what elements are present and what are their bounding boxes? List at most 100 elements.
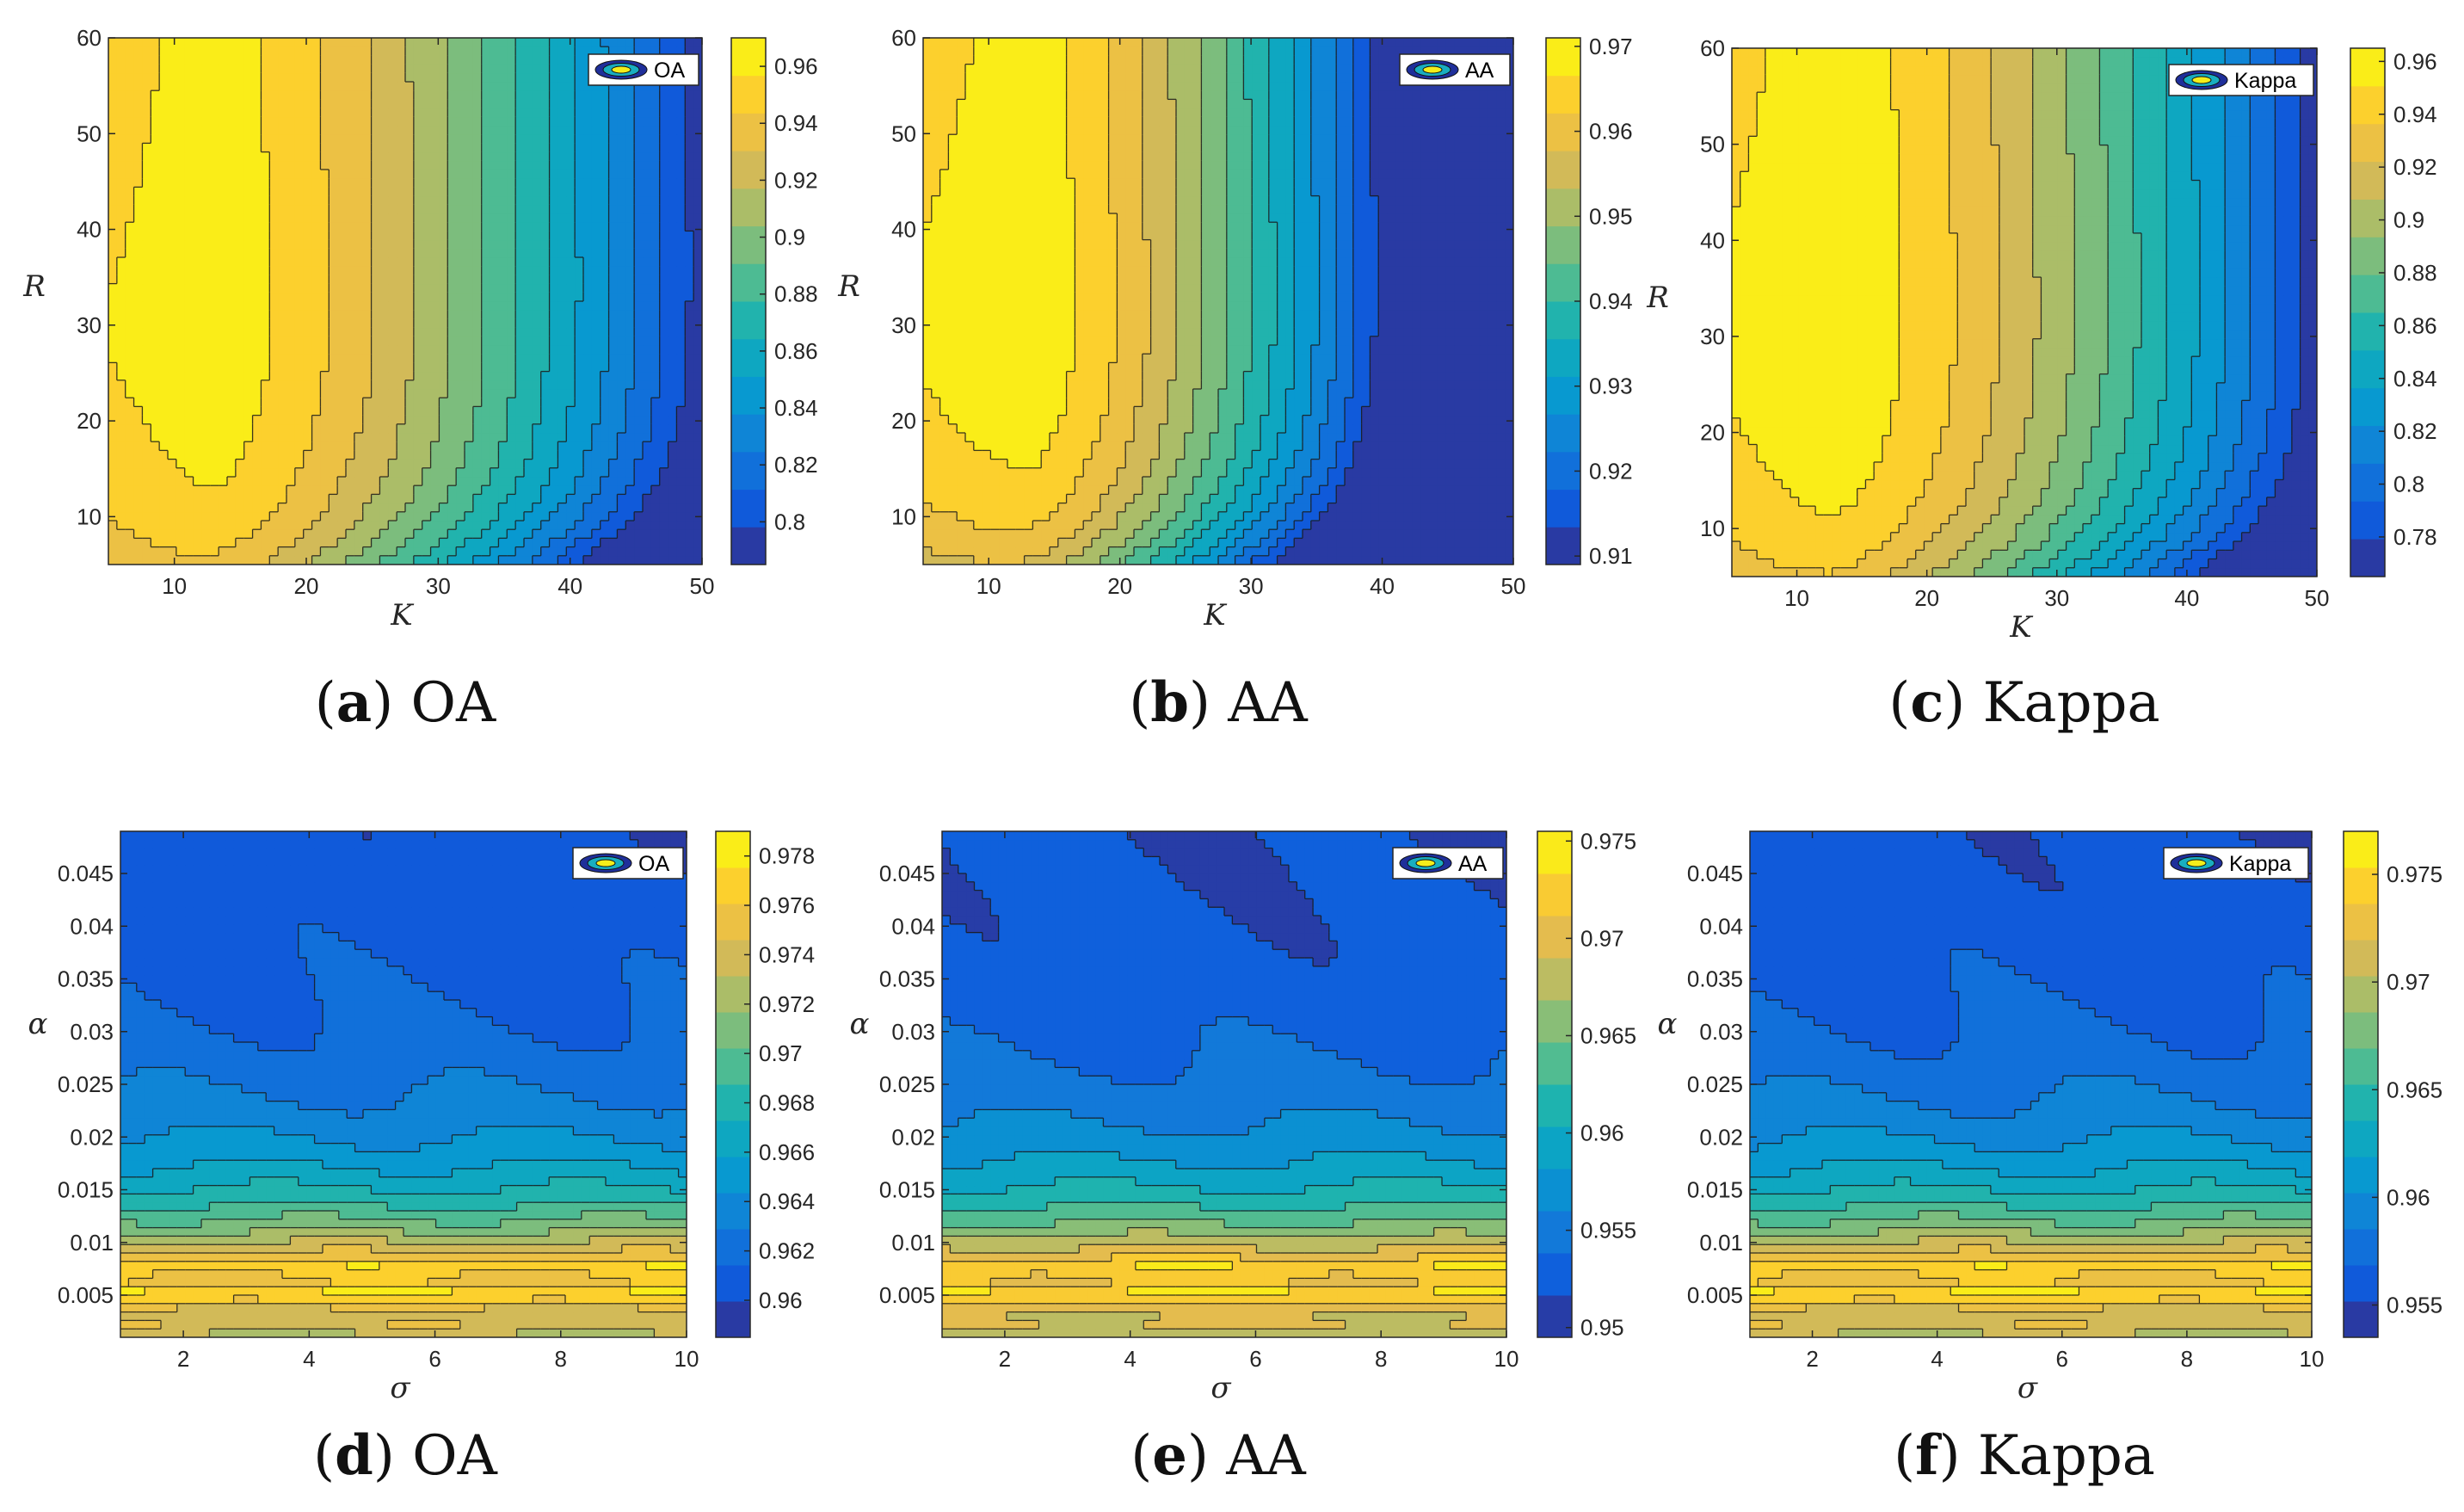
- contour-cell: [252, 406, 262, 417]
- contour-cell: [405, 538, 415, 548]
- contour-cell: [201, 354, 211, 363]
- contour-cell: [439, 380, 448, 390]
- contour-cell: [540, 116, 551, 127]
- contour-cell: [405, 160, 415, 170]
- contour-cell: [498, 398, 508, 407]
- contour-cell: [634, 441, 644, 451]
- contour-cell: [116, 151, 126, 162]
- contour-cell: [608, 538, 619, 548]
- contour-cell: [507, 38, 516, 47]
- contour-cell: [159, 555, 169, 565]
- contour-cell: [507, 82, 516, 91]
- contour-cell: [371, 380, 381, 390]
- contour-cell: [210, 213, 219, 223]
- contour-cell: [447, 99, 457, 109]
- contour-cell: [685, 195, 694, 206]
- contour-cell: [693, 389, 702, 398]
- contour-cell: [659, 266, 669, 275]
- contour-cell: [379, 108, 389, 118]
- contour-cell: [193, 108, 203, 118]
- contour-cell: [278, 248, 287, 258]
- contour-cell: [625, 248, 635, 258]
- contour-cell: [354, 318, 364, 329]
- contour-cell: [379, 187, 389, 197]
- contour-cell: [557, 178, 567, 188]
- contour-cell: [405, 64, 415, 74]
- contour-cell: [168, 485, 177, 495]
- contour-cell: [575, 433, 584, 442]
- contour-cell: [303, 511, 313, 521]
- contour-cell: [116, 477, 126, 486]
- contour-cell: [201, 538, 211, 548]
- contour-cell: [133, 143, 144, 153]
- contour-cell: [676, 380, 686, 390]
- contour-cell: [650, 521, 661, 530]
- contour-cell: [243, 38, 254, 47]
- contour-cell: [176, 503, 186, 513]
- contour-cell: [524, 318, 533, 329]
- contour-cell: [252, 170, 262, 179]
- contour-cell: [116, 301, 126, 311]
- contour-cell: [617, 46, 626, 56]
- contour-cell: [379, 477, 389, 486]
- contour-cell: [498, 423, 508, 434]
- contour-cell: [243, 336, 254, 346]
- contour-cell: [320, 555, 330, 565]
- contour-cell: [337, 82, 347, 91]
- contour-cell: [108, 380, 118, 390]
- contour-cell: [498, 327, 508, 337]
- contour-cell: [227, 222, 237, 231]
- contour-cell: [151, 406, 160, 417]
- contour-cell: [227, 485, 237, 495]
- contour-cell: [337, 275, 347, 285]
- contour-cell: [524, 239, 533, 250]
- contour-cell: [320, 503, 330, 513]
- contour-cell: [371, 38, 381, 47]
- contour-cell: [142, 345, 151, 355]
- contour-cell: [286, 90, 296, 100]
- contour-cell: [532, 143, 542, 153]
- contour-cell: [176, 99, 186, 109]
- contour-cell: [133, 90, 144, 100]
- contour-cell: [176, 90, 186, 100]
- contour-cell: [498, 406, 508, 417]
- contour-cell: [515, 433, 525, 442]
- contour-cell: [329, 160, 338, 170]
- contour-cell: [243, 82, 254, 91]
- contour-cell: [498, 529, 508, 539]
- contour-cell: [540, 82, 551, 91]
- contour-cell: [346, 90, 355, 100]
- contour-cell: [235, 72, 245, 83]
- contour-cell: [303, 538, 313, 548]
- contour-cell: [668, 503, 678, 513]
- contour-cell: [294, 231, 305, 241]
- contour-cell: [540, 459, 551, 469]
- contour-cell: [151, 90, 160, 100]
- contour-cell: [608, 195, 619, 206]
- contour-cell: [600, 459, 610, 469]
- contour-cell: [210, 511, 219, 521]
- contour-cell: [566, 441, 576, 451]
- contour-cell: [524, 90, 533, 100]
- contour-cell: [676, 151, 686, 162]
- contour-cell: [575, 151, 584, 162]
- contour-cell: [422, 90, 432, 100]
- contour-cell: [532, 170, 542, 179]
- contour-cell: [235, 380, 245, 390]
- contour-cell: [397, 72, 406, 83]
- contour-cell: [133, 151, 144, 162]
- contour-cell: [329, 327, 338, 337]
- contour-cell: [125, 511, 135, 521]
- contour-cell: [286, 292, 296, 302]
- contour-cell: [278, 546, 287, 557]
- contour-cell: [481, 231, 491, 241]
- contour-cell: [676, 327, 686, 337]
- contour-cell: [193, 38, 203, 47]
- contour-cell: [456, 318, 465, 329]
- contour-cell: [532, 38, 542, 47]
- contour-cell: [693, 46, 702, 56]
- contour-cell: [591, 134, 601, 144]
- contour-cell: [515, 275, 525, 285]
- contour-cell: [371, 354, 381, 363]
- contour-cell: [133, 160, 144, 170]
